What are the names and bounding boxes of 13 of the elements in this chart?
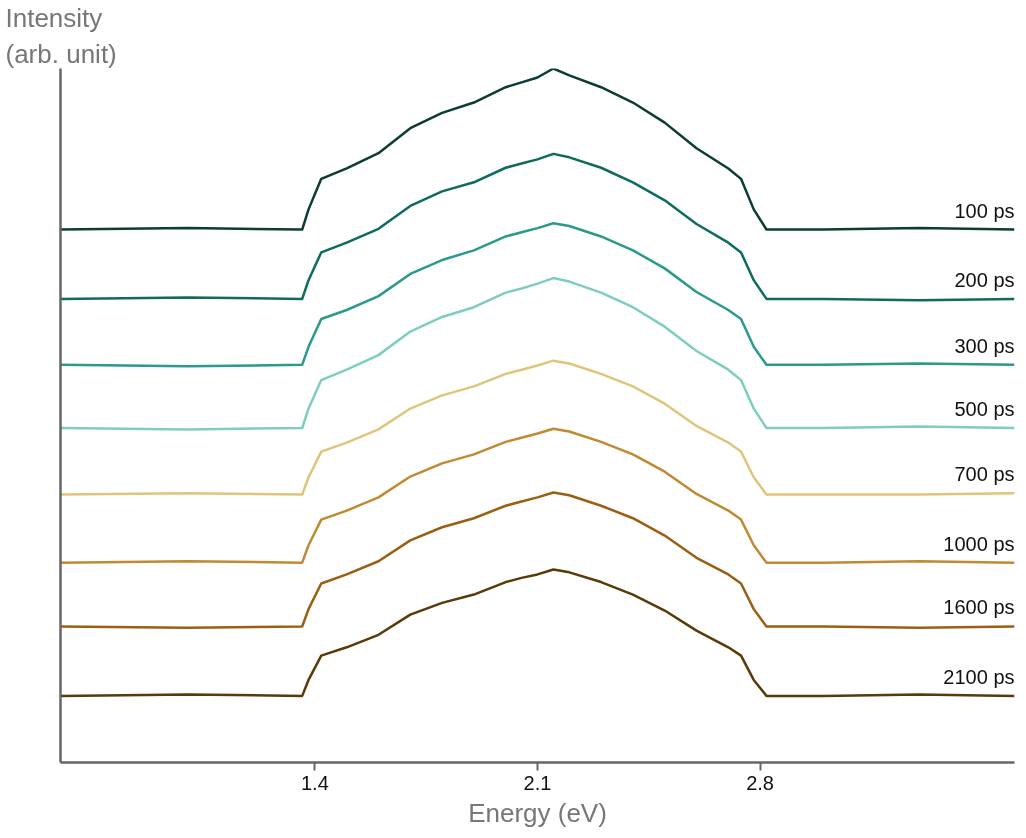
series-label: 500 ps bbox=[954, 397, 1015, 420]
x-tick-label: 1.4 bbox=[301, 771, 329, 794]
y-axis-title: Intensity (arb. unit) bbox=[5, 2, 117, 69]
series-label: 100 ps bbox=[954, 199, 1015, 222]
series-label: 700 ps bbox=[954, 463, 1015, 486]
series-label: 1000 ps bbox=[943, 532, 1015, 555]
series-label: 1600 ps bbox=[943, 596, 1015, 619]
x-tick-label: 2.1 bbox=[523, 771, 552, 794]
series-label: 300 ps bbox=[954, 334, 1015, 357]
series-label: 200 ps bbox=[954, 268, 1015, 291]
series-label: 2100 ps bbox=[943, 665, 1015, 688]
x-tick-label: 2.8 bbox=[746, 771, 775, 794]
x-axis-title: Energy (eV) bbox=[468, 797, 607, 828]
